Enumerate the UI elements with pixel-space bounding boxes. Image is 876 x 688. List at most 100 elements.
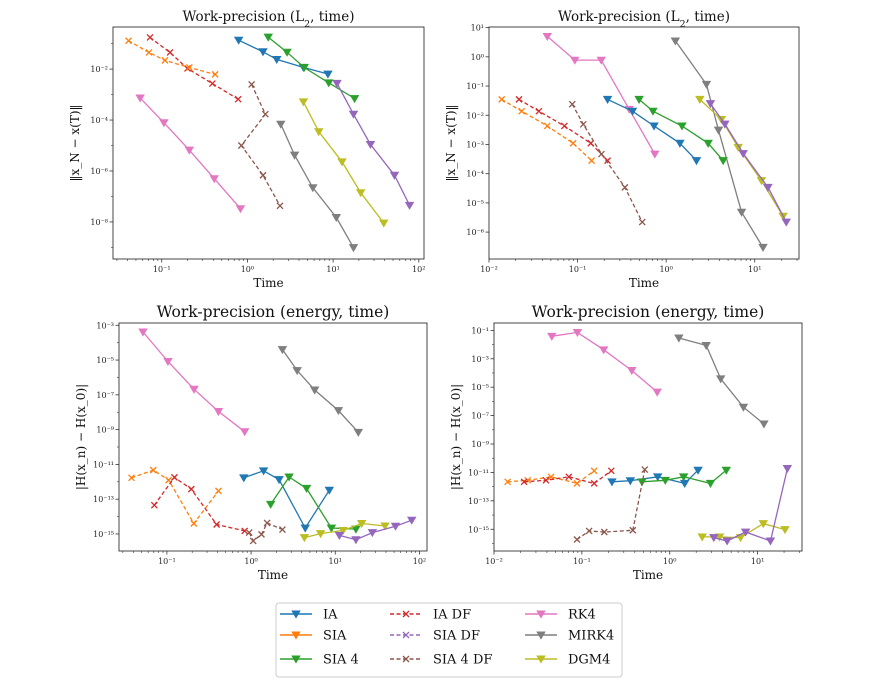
data-point <box>213 521 221 528</box>
x-tick-label: 10⁰ <box>244 557 257 566</box>
data-point <box>713 126 724 135</box>
data-point <box>235 205 246 214</box>
data-point <box>697 533 707 542</box>
data-point <box>309 386 320 395</box>
data-point <box>705 479 716 488</box>
data-point <box>649 122 659 131</box>
legend-marker <box>536 631 546 640</box>
legend-label: SIA DF <box>433 629 480 644</box>
data-point <box>625 477 636 486</box>
legend-entry-sia-4: SIA 4 <box>280 653 359 668</box>
series-rk4 <box>542 32 660 159</box>
series-dgm4 <box>695 95 788 221</box>
data-point <box>208 80 216 88</box>
y-tick-label: 10⁻² <box>466 111 484 120</box>
y-tick-label: 10⁻⁵ <box>96 356 114 365</box>
data-point <box>721 466 732 475</box>
x-tick-label: 10¹ <box>329 557 342 566</box>
series-mirk4 <box>670 37 768 252</box>
series-line <box>139 97 241 210</box>
data-point <box>324 79 334 88</box>
series-sia-4-df <box>245 519 286 545</box>
subplot-4: 10⁻² 10⁻¹ 10⁰ 10¹ 10⁻¹ 10⁻³ 10⁻⁵ 10⁻⁷ 10⁻⁹ 10⁻¹¹ 1… <box>449 303 803 582</box>
data-point <box>338 526 348 536</box>
data-point <box>703 139 713 148</box>
legend-marker <box>291 610 301 619</box>
data-point <box>161 56 169 64</box>
data-point <box>720 120 730 129</box>
data-point <box>211 70 219 78</box>
data-point <box>650 150 660 159</box>
x-tick-label: 10⁻¹ <box>573 557 591 566</box>
legend-marker <box>291 631 301 640</box>
x-tick-label: 10⁻² <box>480 265 498 274</box>
data-point <box>333 407 344 416</box>
data-point <box>565 473 573 481</box>
data-point <box>763 183 773 192</box>
y-tick-label: 10⁻⁴ <box>90 116 108 125</box>
subplot-title: Work-precision (L2, time) <box>558 9 730 30</box>
series-ia <box>602 95 702 166</box>
data-point <box>289 151 300 160</box>
data-point <box>299 64 309 73</box>
data-point <box>722 537 732 546</box>
series-sia-df <box>334 516 417 545</box>
data-point <box>299 534 310 543</box>
axes-frame <box>488 26 800 260</box>
data-point <box>263 33 273 42</box>
y-tick-label: 10⁻¹⁵ <box>93 530 114 539</box>
y-tick-label: 10⁻⁴ <box>466 170 484 179</box>
data-point <box>718 157 728 166</box>
data-point <box>570 56 580 65</box>
data-point <box>600 528 608 536</box>
data-point <box>389 171 400 180</box>
data-point <box>709 534 719 543</box>
data-point <box>653 473 663 482</box>
data-point <box>542 32 553 41</box>
series-dgm4 <box>299 520 390 543</box>
y-tick-label: 10⁻¹ <box>471 326 489 335</box>
data-point <box>258 48 268 57</box>
y-tick-label: 10⁻³ <box>96 321 114 330</box>
series-line <box>674 40 764 248</box>
subplot-2: 10⁻² 10⁻¹ 10⁰ 10¹ 10¹ 10⁰ 10⁻¹ 10⁻² 10⁻³ 10⁻⁴ 10⁻⁵… <box>444 9 800 290</box>
data-point <box>705 100 716 109</box>
data-point <box>125 37 133 45</box>
legend-marker <box>291 655 301 664</box>
data-point <box>189 385 199 394</box>
y-tick-label: 10⁻⁶ <box>90 167 108 176</box>
data-point <box>234 95 242 103</box>
series-line <box>501 98 593 162</box>
data-point <box>351 536 361 545</box>
data-point <box>292 367 302 376</box>
data-point <box>355 189 366 198</box>
x-tick-label: 10¹ <box>751 557 764 566</box>
series-sia-4 <box>634 95 728 166</box>
series-sia-df <box>332 79 415 210</box>
data-point <box>634 95 644 104</box>
data-point <box>675 139 685 148</box>
x-tick-label: 10⁰ <box>659 265 672 274</box>
legend-entry-ia-df: IA DF <box>390 608 471 623</box>
legend-label: SIA 4 DF <box>433 653 492 668</box>
data-point <box>765 537 776 546</box>
y-axis-label: ‖x_N − x(T)‖ <box>68 104 82 181</box>
data-point <box>166 49 174 56</box>
data-point <box>780 526 790 535</box>
data-point <box>241 527 249 535</box>
legend: IA SIA SIA 4 IA DF SIA DF SIA 4 DF RK4 MIRK4 DGM… <box>275 602 623 678</box>
data-point <box>691 157 702 166</box>
series-line <box>576 469 646 541</box>
x-tick-label: 10⁻¹ <box>153 265 171 274</box>
axes-frame <box>493 322 803 552</box>
data-point <box>379 219 389 228</box>
data-point <box>758 243 768 252</box>
legend-label: MIRK4 <box>568 629 614 644</box>
data-point <box>298 98 309 107</box>
data-point <box>652 388 662 397</box>
data-point <box>334 531 345 540</box>
data-point <box>738 150 748 159</box>
x-axis-label: Time <box>258 568 288 582</box>
x-tick-label: 10¹ <box>748 265 761 274</box>
data-point <box>149 466 157 474</box>
